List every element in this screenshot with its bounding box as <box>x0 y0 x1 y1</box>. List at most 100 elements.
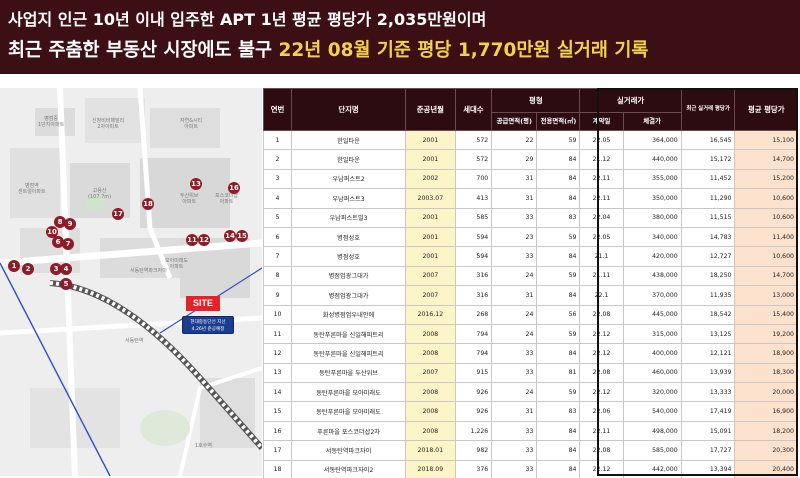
cell-deal-price: 420,000 <box>622 246 682 267</box>
cell-deal-per: 13,333 <box>680 382 736 403</box>
cell-deal-per: 18,542 <box>680 304 736 325</box>
map-background <box>0 88 262 476</box>
cell-avg: 15,100 <box>734 129 798 151</box>
cell-year: 2008 <box>405 401 456 422</box>
table-row: 3 우남퍼스트2 2002 700 31 84 22.11 355,000 11,452 15,2… <box>263 168 798 190</box>
cell-no: 15 <box>263 401 292 422</box>
cell-name: 푸른마을 포스코더샵2차 <box>290 420 407 442</box>
cell-deal-per: 14,783 <box>680 226 736 248</box>
cell-exclusive: 83 <box>536 401 581 422</box>
station-callout: 현대중동단선 지선 4.26년 준공예정 <box>182 316 234 334</box>
cell-no: 4 <box>263 188 292 209</box>
cell-avg: 16,900 <box>734 401 798 422</box>
cell-no: 10 <box>263 304 292 325</box>
cell-exclusive: 84 <box>536 440 581 461</box>
col-header-avg: 평균 평당가 <box>734 88 798 131</box>
cell-name: 화성병점엄우내안에 <box>290 304 407 325</box>
cell-name: 동탄푸른마을 두산위브 <box>290 362 407 384</box>
cell-exclusive: 59 <box>536 129 581 151</box>
col-header-no: 연번 <box>263 88 292 131</box>
cell-avg: 14,700 <box>734 265 798 287</box>
cell-supply: 33 <box>491 362 538 384</box>
col-header-name: 단지명 <box>290 88 407 131</box>
cell-supply: 31 <box>491 285 538 306</box>
cell-deal-price: 380,000 <box>622 207 682 228</box>
cell-avg: 10,600 <box>734 207 798 228</box>
map-pin-17: 17 <box>112 208 124 220</box>
cell-units: 316 <box>454 285 493 306</box>
cell-units: 926 <box>454 401 493 422</box>
cell-no: 16 <box>263 420 292 442</box>
cell-deal-per: 17,419 <box>680 401 736 422</box>
cell-year: 2016.12 <box>405 304 456 325</box>
cell-contract: 22.04 <box>579 207 624 228</box>
station-callout-line-1: 현대중동단선 지선 <box>190 320 226 325</box>
cell-exclusive: 84 <box>536 285 581 306</box>
cell-units: 1,226 <box>454 420 493 442</box>
cell-contract: 22.11 <box>579 168 624 190</box>
cell-deal-price: 400,000 <box>622 343 682 364</box>
station-callout-line-2: 4.26년 준공예정 <box>191 327 225 332</box>
cell-supply: 24 <box>491 382 538 403</box>
cell-no: 2 <box>263 149 292 170</box>
cell-deal-price: 440,000 <box>622 149 682 170</box>
map-pin-10: 10 <box>46 226 58 238</box>
cell-contract: 22.08 <box>579 362 624 384</box>
table-row: 9 병점엄광그대가 2007 316 31 84 22.1 370,000 11,935 13,0… <box>263 285 798 306</box>
cell-name: 동탄푸른마을 신일해피트리 <box>290 323 407 345</box>
cell-units: 794 <box>454 343 493 364</box>
table-row: 16 푸른마을 포스코더샵2차 2008 1,226 33 84 22.11 498,000 1… <box>263 420 798 442</box>
cell-deal-price: 460,000 <box>622 362 682 384</box>
cell-contract: 22.12 <box>579 343 624 364</box>
col-header-contract: 계약일 <box>579 112 624 131</box>
cell-year: 2001 <box>405 207 456 228</box>
cell-avg: 15,400 <box>734 304 798 325</box>
cell-avg: 18,200 <box>734 420 798 442</box>
cell-units: 572 <box>454 129 493 151</box>
table-row: 15 동탄푸른마을 모아미래도 2008 926 31 83 22.06 540,000 17,… <box>263 401 798 422</box>
cell-deal-per: 11,290 <box>680 188 736 209</box>
table-row: 14 동탄푸른마을 모아미래도 2008 926 24 59 22.12 320,000 13,… <box>263 382 798 403</box>
cell-deal-per: 11,935 <box>680 285 736 306</box>
cell-deal-price: 364,000 <box>622 129 682 151</box>
cell-supply: 33 <box>491 207 538 228</box>
cell-avg: 20,300 <box>734 440 798 461</box>
headline-line-1: 사업지 인근 10년 이내 입주한 APT 1년 평균 평당가 2,035만원이… <box>8 10 487 29</box>
cell-supply: 24 <box>491 323 538 345</box>
col-header-supply: 공급면적(평) <box>491 112 538 131</box>
map-pin-3: 3 <box>50 263 62 275</box>
col-header-exclusive: 전용면적(㎡) <box>536 112 581 131</box>
cell-avg: 10,600 <box>734 188 798 209</box>
cell-year: 2008 <box>405 343 456 364</box>
cell-contract: 22.05 <box>579 129 624 151</box>
cell-contract: 22.08 <box>579 304 624 325</box>
cell-avg: 20,400 <box>734 459 798 478</box>
cell-deal-per: 12,121 <box>680 343 736 364</box>
table-row: 7 병점성호 2001 594 33 84 21.1 420,000 12,727 10,600 <box>263 246 798 267</box>
cell-deal-per: 13,939 <box>680 362 736 384</box>
price-table-body: 1 한일타운 2001 572 22 59 22.05 364,000 16,545 15,100… <box>263 129 798 478</box>
map-pin-2: 2 <box>22 263 34 275</box>
cell-supply: 29 <box>491 149 538 170</box>
cell-units: 982 <box>454 440 493 461</box>
cell-no: 11 <box>263 323 292 345</box>
cell-deal-per: 11,515 <box>680 207 736 228</box>
cell-units: 316 <box>454 265 493 287</box>
table-row: 13 동탄푸른마을 두산위브 2007 915 33 81 22.08 460,000 13,9… <box>263 362 798 384</box>
col-header-deal: 실거래가 <box>579 88 682 113</box>
cell-contract: 22.11 <box>579 420 624 442</box>
map-label-apt-d: 포스코더샵 아파트 <box>215 193 239 205</box>
table-row: 11 동탄푸른마을 신일해피트리 2008 794 24 59 22.12 315,000 13… <box>263 323 798 345</box>
cell-avg: 18,300 <box>734 362 798 384</box>
cell-name: 한일타운 <box>290 149 407 170</box>
map-pin-14: 14 <box>224 230 236 242</box>
cell-name: 한일타운 <box>290 129 407 151</box>
cell-year: 2001 <box>405 246 456 267</box>
map-pin-11: 11 <box>186 234 198 246</box>
table-row: 12 동탄푸른마을 신일해피트리 2008 794 33 84 22.12 400,000 12… <box>263 343 798 364</box>
cell-exclusive: 84 <box>536 149 581 170</box>
cell-no: 3 <box>263 168 292 190</box>
cell-deal-per: 15,172 <box>680 149 736 170</box>
cell-no: 12 <box>263 343 292 364</box>
site-badge: SITE <box>186 296 220 311</box>
